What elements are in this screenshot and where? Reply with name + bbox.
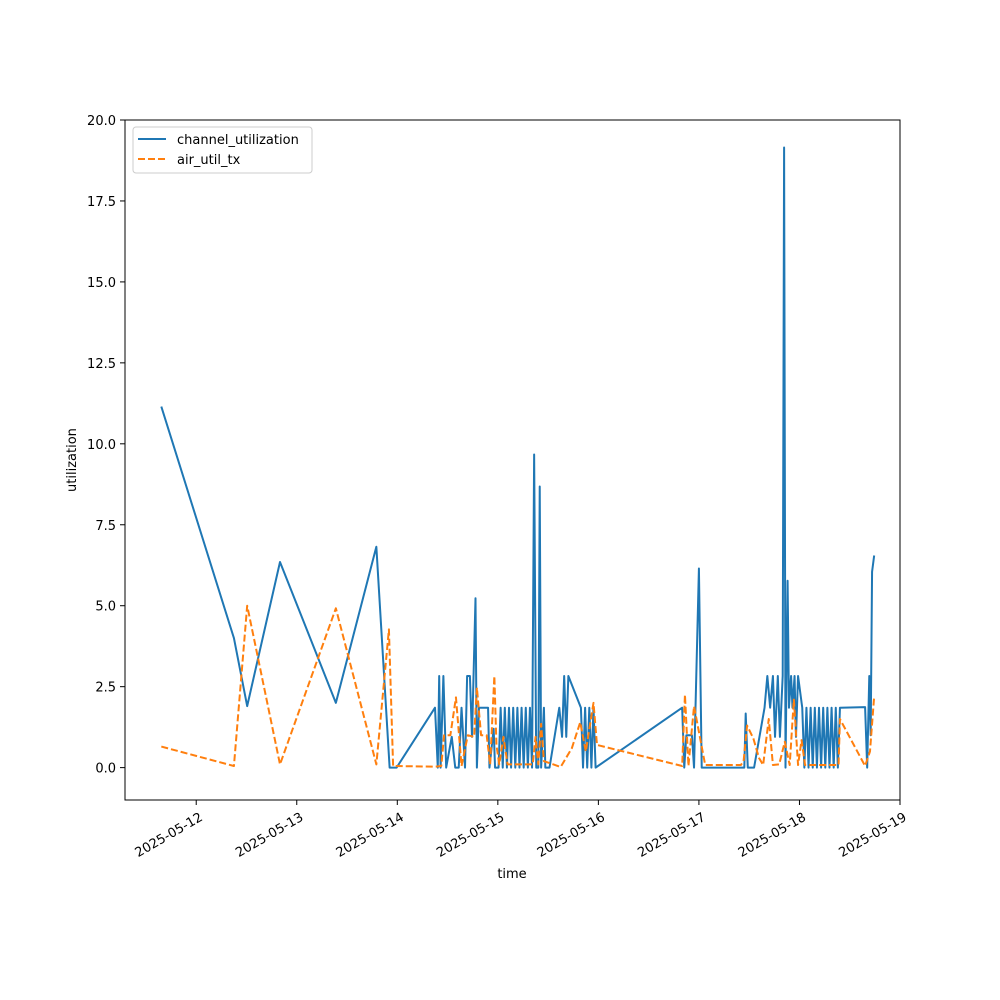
y-tick-label: 12.5 [87,357,116,372]
y-axis-label: utilization [65,428,80,492]
y-tick-label: 20.0 [87,114,116,129]
legend-box [132,126,313,174]
x-axis-label: time [497,867,526,882]
y-axis: 0.0 2.5 5.0 7.5 10.0 12.5 15.0 17.5 20.0 [87,114,125,777]
plot-frame [124,119,901,801]
y-tick-label: 5.0 [95,600,116,615]
y-tick-label: 2.5 [95,681,116,696]
legend: channel_utilization air_util_tx [132,126,313,174]
legend-label-air-util-tx: air_util_tx [177,153,241,168]
y-tick-label: 0.0 [95,762,116,777]
series-layer [160,146,876,769]
y-tick-label: 15.0 [87,276,116,291]
legend-label-channel-utilization: channel_utilization [177,133,299,148]
y-tick-label: 10.0 [87,438,116,453]
series-line-channel-utilization [160,146,876,769]
y-tick-label: 7.5 [95,519,116,534]
y-tick-label: 17.5 [87,195,116,210]
series-line-air-util-tx [161,604,876,768]
